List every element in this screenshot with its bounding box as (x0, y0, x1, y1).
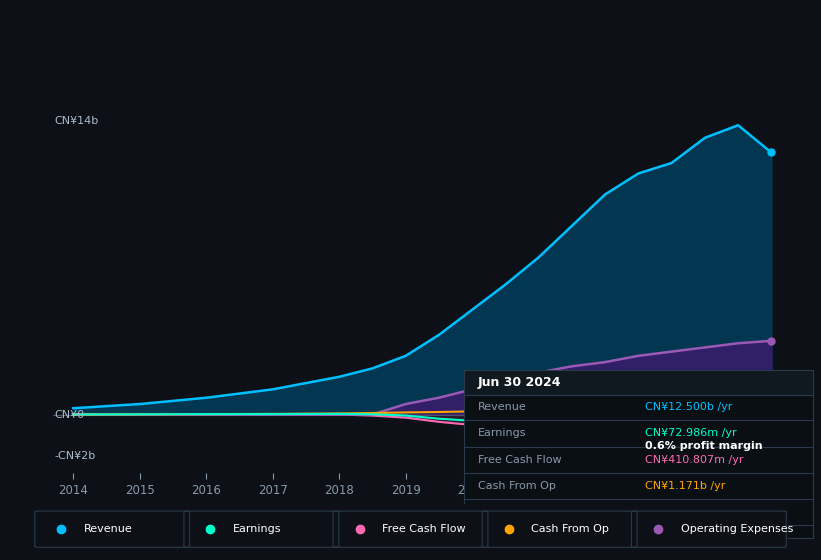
Text: CN¥12.500b /yr: CN¥12.500b /yr (645, 403, 732, 412)
Text: Free Cash Flow: Free Cash Flow (478, 455, 562, 465)
Text: Cash From Op: Cash From Op (478, 482, 556, 491)
Text: -CN¥2b: -CN¥2b (55, 451, 96, 461)
Text: CN¥3.513b /yr: CN¥3.513b /yr (645, 507, 726, 517)
Text: Revenue: Revenue (478, 403, 526, 412)
Text: CN¥14b: CN¥14b (55, 116, 99, 126)
Text: Free Cash Flow: Free Cash Flow (383, 524, 466, 534)
Text: Operating Expenses: Operating Expenses (681, 524, 793, 534)
Text: Operating Expenses: Operating Expenses (478, 507, 590, 517)
Text: CN¥1.171b /yr: CN¥1.171b /yr (645, 482, 726, 491)
Text: CN¥0: CN¥0 (55, 409, 85, 419)
Text: Revenue: Revenue (84, 524, 132, 534)
Text: CN¥410.807m /yr: CN¥410.807m /yr (645, 455, 744, 465)
Text: Earnings: Earnings (478, 428, 526, 438)
Text: 0.6% profit margin: 0.6% profit margin (645, 441, 763, 451)
Text: Cash From Op: Cash From Op (531, 524, 609, 534)
Text: Jun 30 2024: Jun 30 2024 (478, 376, 562, 389)
FancyBboxPatch shape (464, 370, 813, 395)
Text: CN¥72.986m /yr: CN¥72.986m /yr (645, 428, 737, 438)
Text: Earnings: Earnings (233, 524, 282, 534)
